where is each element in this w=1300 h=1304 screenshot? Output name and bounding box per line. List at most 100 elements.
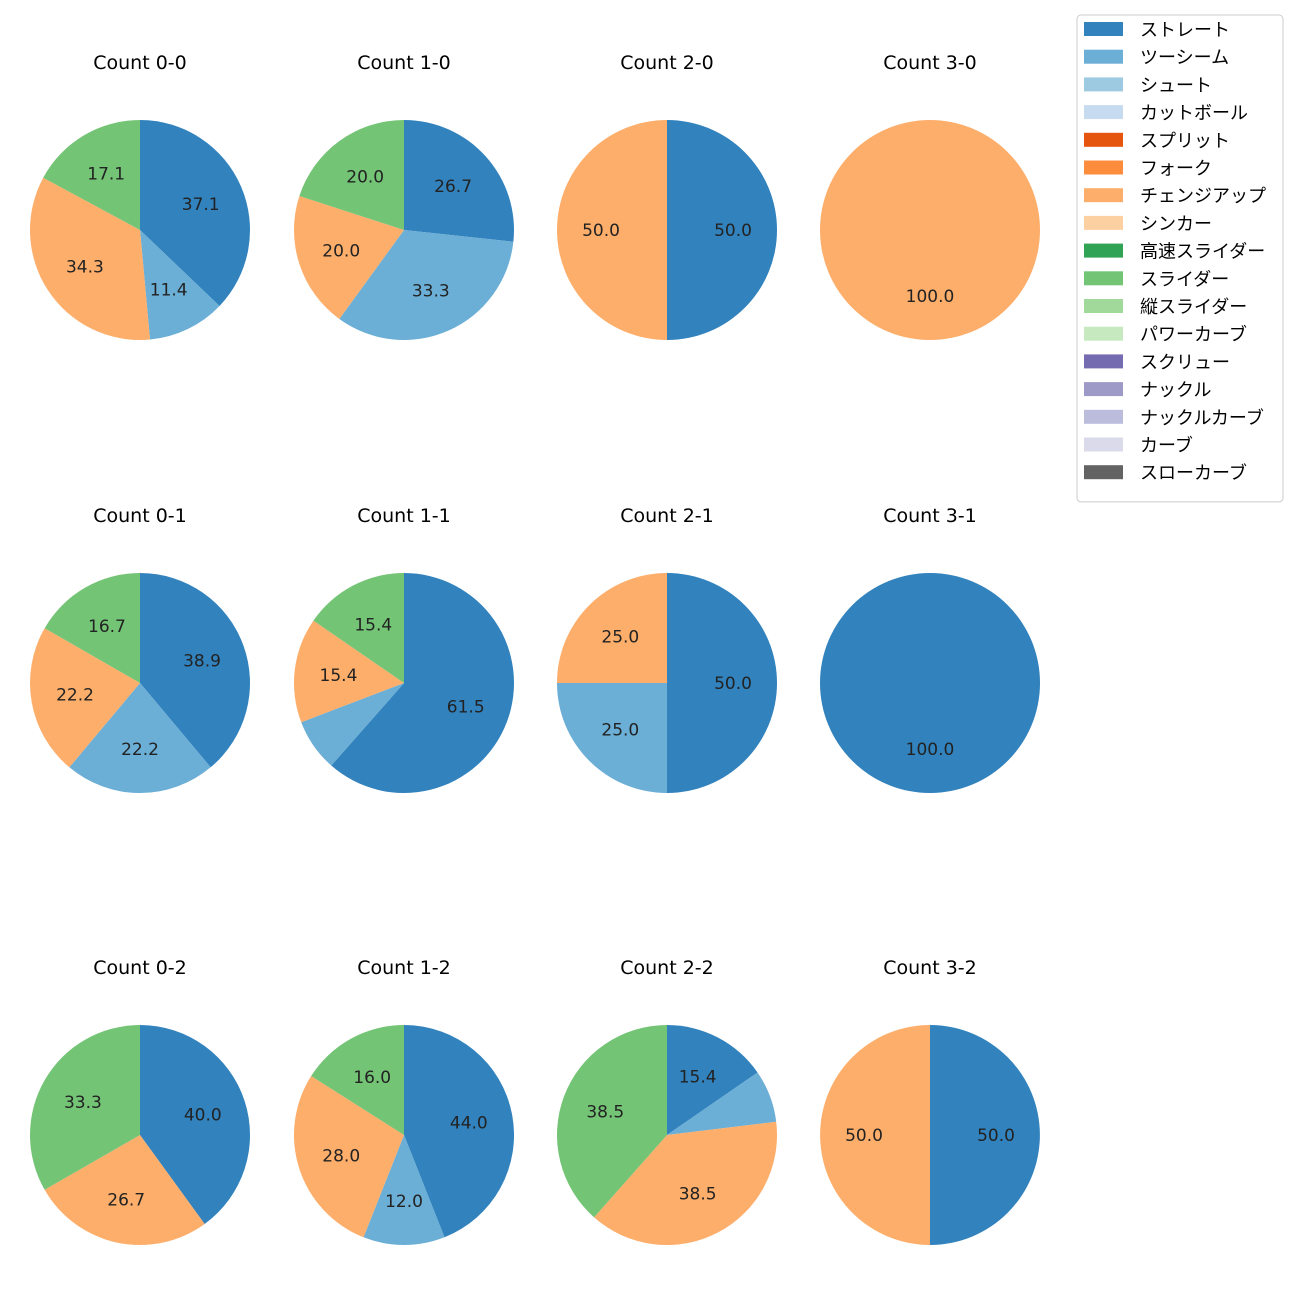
- pie-slice: [667, 573, 777, 793]
- legend-label: スライダー: [1140, 269, 1229, 290]
- slice-label: 28.0: [322, 1146, 360, 1166]
- pie-slice: [293, 196, 404, 319]
- legend-swatch: [1084, 354, 1123, 369]
- legend-label: ナックルカーブ: [1140, 407, 1264, 429]
- legend-label: ツーシーム: [1140, 48, 1229, 69]
- pie-slice: [331, 573, 515, 793]
- pie-slice: [311, 1025, 404, 1135]
- slice-label: 33.3: [412, 281, 450, 301]
- chart-title: Count 0-0: [93, 52, 187, 74]
- pie-slice: [557, 683, 667, 793]
- pie-slice: [299, 120, 404, 230]
- pie-chart: Count 3-0 100.0: [820, 52, 1040, 340]
- pie-chart: Count 2-0 50.0 50.0: [557, 52, 777, 340]
- pie-slice: [557, 573, 667, 683]
- pie-slice: [140, 120, 250, 306]
- legend-label: ナックル: [1140, 380, 1211, 401]
- slice-label: 100.0: [906, 740, 955, 760]
- chart-title: Count 3-0: [883, 52, 977, 74]
- slice-label: 100.0: [906, 287, 955, 307]
- slice-label: 26.7: [434, 177, 472, 197]
- slice-label: 15.4: [354, 616, 392, 636]
- chart-title: Count 1-1: [357, 505, 451, 527]
- legend-swatch: [1084, 382, 1123, 397]
- legend-label: スローカーブ: [1140, 462, 1247, 484]
- slice-label: 25.0: [601, 627, 639, 647]
- pie-slice: [140, 1025, 251, 1224]
- legend-label: シンカー: [1140, 214, 1212, 235]
- slice-label: 33.3: [64, 1093, 102, 1113]
- pie-slice: [404, 1025, 515, 1238]
- legend-swatch: [1084, 326, 1123, 341]
- pie-chart: Count 1-2 44.0 12.0 28.0 16.0: [293, 957, 515, 1246]
- pie-chart: Count 1-1 61.5 15.4 15.4: [293, 505, 515, 793]
- legend-swatch: [1084, 188, 1123, 203]
- legend-label: カットボール: [1140, 103, 1248, 124]
- legend-label: チェンジアップ: [1140, 186, 1266, 207]
- chart-title: Count 1-0: [357, 52, 451, 74]
- pie-chart: Count 0-0 37.1 11.4 34.3 17.1: [30, 52, 250, 340]
- legend-swatch: [1084, 160, 1123, 175]
- legend-swatch: [1084, 105, 1123, 120]
- pie-slice: [594, 1121, 778, 1246]
- chart-title: Count 0-1: [93, 505, 187, 527]
- pie-chart: Count 3-2 50.0 50.0: [820, 957, 1040, 1245]
- legend-label: ストレート: [1140, 20, 1230, 41]
- slice-label: 34.3: [66, 257, 104, 277]
- pie-slice: [301, 683, 404, 766]
- pie-chart: Count 2-1 50.0 25.0 25.0: [557, 505, 777, 793]
- pie-slice: [667, 1025, 758, 1135]
- slice-label: 25.0: [601, 721, 639, 741]
- pie-slice: [404, 120, 514, 242]
- legend-swatch: [1084, 22, 1123, 36]
- legend-swatch: [1084, 77, 1123, 92]
- chart-title: Count 0-2: [93, 957, 187, 979]
- pie-slice: [820, 1025, 930, 1245]
- pie-chart: Count 3-1 100.0: [820, 505, 1040, 793]
- pie-slice: [556, 1025, 667, 1218]
- slice-label: 22.2: [121, 740, 159, 760]
- pie-slice: [44, 573, 141, 683]
- legend-swatch: [1084, 215, 1123, 230]
- slice-label: 50.0: [714, 221, 752, 241]
- pie-slice: [363, 1135, 445, 1246]
- chart-title: Count 2-2: [620, 957, 714, 979]
- slice-label: 12.0: [385, 1192, 423, 1212]
- pie-chart: Count 1-0 26.7 33.3 20.0 20.0: [293, 52, 514, 340]
- slice-label: 37.1: [182, 195, 220, 215]
- legend-swatch: [1084, 132, 1123, 147]
- slice-label: 40.0: [184, 1106, 222, 1126]
- chart-title: Count 3-1: [883, 505, 977, 527]
- slice-label: 50.0: [977, 1126, 1015, 1146]
- slice-label: 44.0: [450, 1114, 488, 1134]
- pie-slice: [667, 1072, 777, 1135]
- pie-slice: [667, 120, 777, 340]
- legend-swatch: [1084, 409, 1123, 424]
- pie-slice: [43, 120, 140, 230]
- pie-slice: [557, 120, 667, 340]
- pie-slice: [44, 1135, 205, 1246]
- slice-label: 17.1: [87, 164, 125, 184]
- pie-slice: [30, 177, 151, 340]
- legend-swatch: [1084, 465, 1123, 480]
- legend-swatch: [1084, 271, 1123, 286]
- slice-label: 15.4: [320, 666, 358, 686]
- slice-label: 61.5: [447, 697, 485, 717]
- pie-slice: [140, 230, 220, 340]
- legend-label: パワーカーブ: [1140, 324, 1247, 346]
- pie-slice: [930, 1025, 1040, 1245]
- pie-chart: Count 0-2 40.0 26.7 33.3: [29, 957, 251, 1246]
- legend-label: シュート: [1140, 75, 1212, 96]
- slice-label: 50.0: [582, 221, 620, 241]
- pie-slice: [69, 683, 211, 793]
- legend-frame: [1076, 14, 1284, 503]
- slice-label: 11.4: [150, 280, 188, 300]
- slice-label: 20.0: [346, 168, 384, 188]
- slice-label: 15.4: [679, 1068, 717, 1088]
- pie-slice: [820, 120, 1040, 340]
- chart-title: Count 2-1: [620, 505, 714, 527]
- legend-swatch: [1084, 437, 1123, 452]
- pie-slice: [293, 620, 404, 723]
- pie-slice: [820, 573, 1040, 793]
